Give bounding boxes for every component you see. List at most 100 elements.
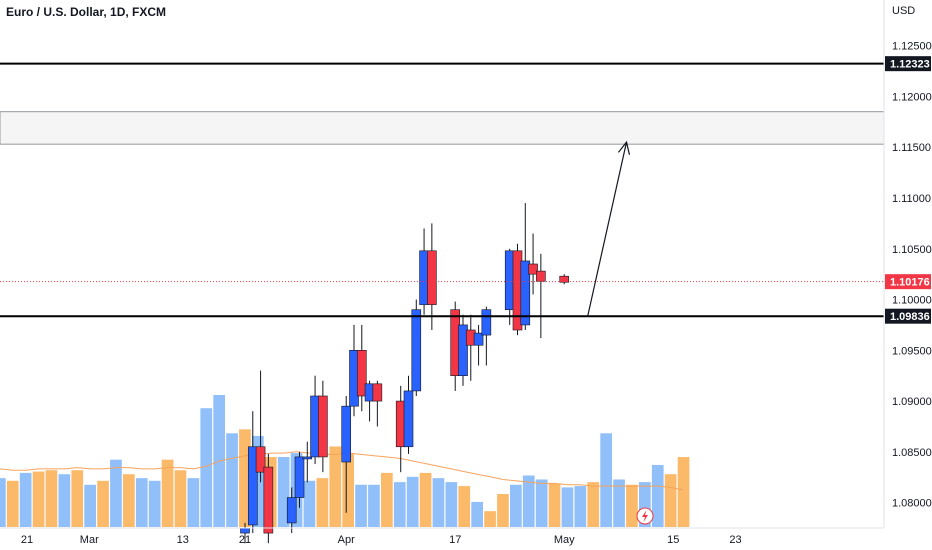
candle[interactable] [458, 314, 468, 386]
volume-bar [355, 484, 367, 527]
volume-bar [303, 480, 316, 527]
volume-bar [6, 480, 19, 527]
resistance-zone[interactable] [0, 111, 885, 145]
candle-body [403, 390, 414, 448]
volume-bar [471, 501, 483, 527]
candle[interactable] [520, 203, 531, 330]
candle-body [318, 395, 328, 458]
candle-body [427, 250, 437, 305]
candle-body [458, 324, 468, 376]
volume-bar [71, 470, 84, 527]
volume-bar [97, 480, 109, 527]
volume-bar [548, 483, 561, 527]
volume-bar [458, 486, 471, 527]
time-tick-label: Apr [338, 534, 355, 546]
volume-bar [381, 472, 393, 527]
candle-layer[interactable] [240, 203, 570, 544]
candle-body [536, 270, 546, 282]
price-tick-label: 1.10500 [892, 244, 932, 256]
volume-bar [45, 470, 58, 527]
volume-bar [535, 479, 548, 527]
price-badges: 1.12323 1.09836 1.10176 [885, 56, 931, 324]
price-badge-label: 1.09836 [890, 311, 930, 323]
price-badge [885, 274, 931, 290]
volume-bar [19, 472, 32, 527]
candle[interactable] [528, 233, 538, 295]
price-axis[interactable]: 1.12500 1.12000 1.11500 1.11000 1.10500 1.100… [892, 41, 932, 510]
volume-bar [110, 459, 122, 527]
candle[interactable] [286, 487, 297, 534]
candle[interactable] [263, 453, 274, 544]
price-tick-label: 1.10000 [892, 295, 932, 307]
volume-bar [677, 457, 690, 527]
volume-bar [200, 408, 213, 527]
candle[interactable] [427, 223, 437, 330]
volume-bar [0, 478, 6, 527]
volume-bar [32, 471, 45, 527]
volume-bar [587, 482, 600, 527]
volume-bar [626, 484, 638, 527]
candle[interactable] [411, 299, 422, 396]
volume-bar [368, 484, 380, 527]
time-tick-label: 21 [239, 534, 251, 546]
volume-bar [445, 482, 458, 527]
time-tick-label: 15 [667, 534, 679, 546]
volume-bar [239, 429, 251, 527]
volume-bar [135, 478, 148, 527]
candle-body [411, 309, 422, 392]
volume-bar [277, 457, 290, 527]
time-tick-label: 21 [21, 534, 33, 546]
volume-bar [316, 478, 329, 527]
currency-label: USD [892, 5, 915, 17]
price-tick-label: 1.09000 [892, 396, 932, 408]
candle[interactable] [318, 380, 328, 473]
price-tick-label: 1.08500 [892, 447, 932, 459]
volume-bar [522, 475, 535, 527]
candle[interactable] [372, 380, 383, 427]
candle-body [528, 263, 538, 275]
price-badge-label: 1.10176 [890, 277, 930, 289]
price-tick-label: 1.11500 [892, 142, 931, 154]
candle-body [372, 383, 383, 402]
candle-body [263, 466, 274, 534]
projection-arrow-line[interactable] [586, 142, 628, 317]
volume-bar [664, 474, 677, 527]
candle[interactable] [302, 441, 313, 483]
price-badge [885, 56, 931, 72]
volume-bar [84, 484, 96, 527]
level-layer[interactable] [0, 62, 884, 318]
candle-body [240, 527, 250, 534]
volume-bar [187, 478, 200, 527]
volume-bar [174, 470, 187, 527]
volume-bar [342, 453, 354, 527]
candle-body [520, 260, 531, 326]
candle[interactable] [473, 324, 484, 366]
price-tick-label: 1.09500 [892, 345, 932, 357]
candle-body [294, 456, 305, 498]
zone-layer [0, 111, 885, 145]
time-axis[interactable]: 21 Mar 13 21 Apr 17 May 15 23 [21, 534, 742, 546]
candle[interactable] [294, 451, 305, 508]
candle[interactable] [341, 396, 352, 513]
candle[interactable] [255, 370, 266, 483]
price-tick-label: 1.12500 [892, 41, 932, 53]
candle[interactable] [403, 375, 414, 454]
arrow-layer[interactable] [586, 140, 631, 317]
volume-bar [58, 474, 71, 527]
price-badge [885, 308, 931, 324]
price-tick-label: 1.11000 [892, 193, 931, 205]
candle[interactable] [356, 324, 367, 412]
volume-bar [574, 486, 587, 527]
bolt-icon[interactable] [636, 507, 654, 525]
volume-bar [651, 464, 664, 527]
time-tick-label: 17 [449, 534, 461, 546]
price-tick-label: 1.08000 [892, 498, 932, 510]
volume-bar [161, 459, 174, 527]
candle[interactable] [247, 411, 258, 534]
volume-bar [419, 472, 432, 527]
projection-arrow-head[interactable] [617, 140, 631, 155]
volume-bar [600, 433, 612, 527]
price-tick-label: 1.12000 [892, 91, 932, 103]
candle[interactable] [559, 274, 570, 285]
